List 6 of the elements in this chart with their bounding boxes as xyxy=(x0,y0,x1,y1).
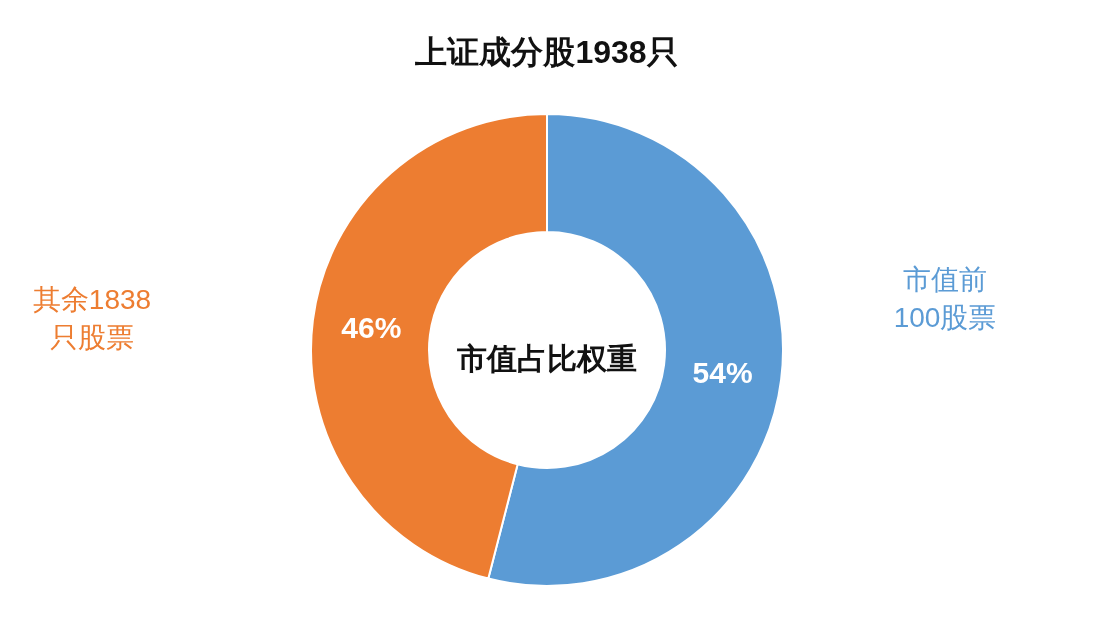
data-label: 46% xyxy=(341,311,402,345)
data-label: 54% xyxy=(692,355,753,389)
slice-label: 市值前 100股票 xyxy=(893,263,997,333)
text: 市值占比权重 xyxy=(456,341,637,375)
chart-title: 上证成分股1938只 xyxy=(414,34,679,71)
slice-label: 其余1838 只股票 xyxy=(32,283,152,353)
